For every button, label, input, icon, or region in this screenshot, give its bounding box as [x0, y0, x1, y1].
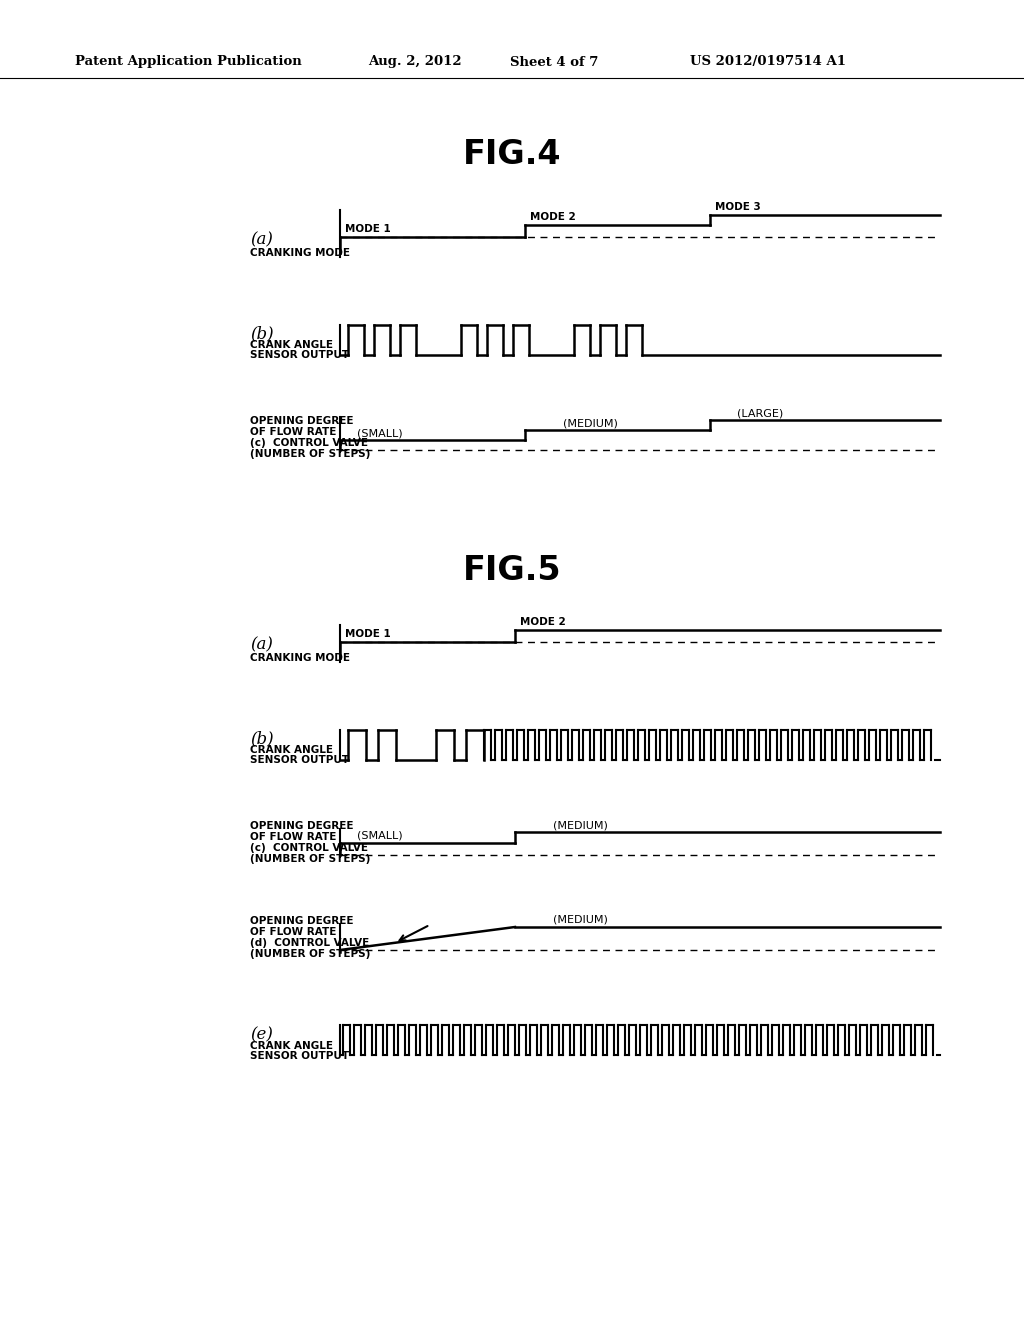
- Text: (LARGE): (LARGE): [737, 408, 783, 418]
- Text: (SMALL): (SMALL): [357, 428, 402, 438]
- Text: (MEDIUM): (MEDIUM): [553, 820, 607, 830]
- Text: OF FLOW RATE: OF FLOW RATE: [250, 426, 336, 437]
- Text: (MEDIUM): (MEDIUM): [553, 915, 607, 925]
- Text: OF FLOW RATE: OF FLOW RATE: [250, 832, 336, 842]
- Text: MODE 1: MODE 1: [345, 224, 391, 234]
- Text: OF FLOW RATE: OF FLOW RATE: [250, 927, 336, 937]
- Text: (NUMBER OF STEPS): (NUMBER OF STEPS): [250, 949, 371, 960]
- Text: CRANK ANGLE: CRANK ANGLE: [250, 1041, 333, 1051]
- Text: CRANKING MODE: CRANKING MODE: [250, 248, 350, 257]
- Text: FIG.5: FIG.5: [463, 553, 561, 586]
- Text: (c)  CONTROL VALVE: (c) CONTROL VALVE: [250, 438, 368, 447]
- Text: (NUMBER OF STEPS): (NUMBER OF STEPS): [250, 449, 371, 459]
- Text: Aug. 2, 2012: Aug. 2, 2012: [368, 55, 462, 69]
- Text: US 2012/0197514 A1: US 2012/0197514 A1: [690, 55, 846, 69]
- Text: OPENING DEGREE: OPENING DEGREE: [250, 916, 353, 927]
- Text: MODE 2: MODE 2: [530, 213, 575, 222]
- Text: (NUMBER OF STEPS): (NUMBER OF STEPS): [250, 854, 371, 865]
- Text: OPENING DEGREE: OPENING DEGREE: [250, 416, 353, 426]
- Text: (a): (a): [250, 231, 272, 248]
- Text: (d)  CONTROL VALVE: (d) CONTROL VALVE: [250, 939, 370, 948]
- Text: SENSOR OUTPUT: SENSOR OUTPUT: [250, 755, 349, 766]
- Text: Patent Application Publication: Patent Application Publication: [75, 55, 302, 69]
- Text: CRANK ANGLE: CRANK ANGLE: [250, 744, 333, 755]
- Text: OPENING DEGREE: OPENING DEGREE: [250, 821, 353, 832]
- Text: CRANKING MODE: CRANKING MODE: [250, 653, 350, 663]
- Text: (SMALL): (SMALL): [357, 832, 402, 841]
- Text: (c)  CONTROL VALVE: (c) CONTROL VALVE: [250, 843, 368, 853]
- Text: (b): (b): [250, 730, 273, 747]
- Text: Sheet 4 of 7: Sheet 4 of 7: [510, 55, 598, 69]
- Text: (a): (a): [250, 636, 272, 653]
- Text: MODE 1: MODE 1: [345, 630, 391, 639]
- Text: (e): (e): [250, 1027, 272, 1044]
- Text: MODE 3: MODE 3: [715, 202, 761, 213]
- Text: SENSOR OUTPUT: SENSOR OUTPUT: [250, 1051, 349, 1061]
- Text: CRANK ANGLE: CRANK ANGLE: [250, 341, 333, 350]
- Text: MODE 2: MODE 2: [520, 616, 565, 627]
- Text: (MEDIUM): (MEDIUM): [562, 418, 617, 428]
- Text: (b): (b): [250, 326, 273, 342]
- Text: FIG.4: FIG.4: [463, 139, 561, 172]
- Text: SENSOR OUTPUT: SENSOR OUTPUT: [250, 350, 349, 360]
